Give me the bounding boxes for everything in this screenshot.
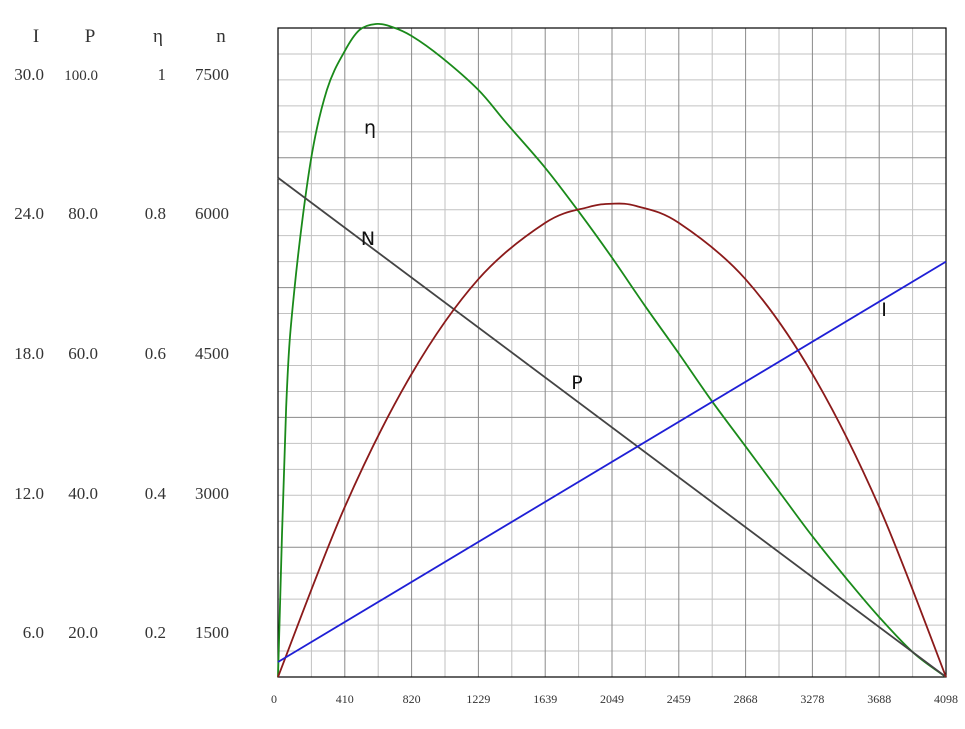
axis-tick-label: 6000 — [195, 204, 229, 223]
series-labels: η N P I — [361, 117, 887, 394]
axis-tick-label: 0.4 — [145, 484, 167, 503]
series-line-I — [277, 260, 947, 663]
axis-tick-label: 6.0 — [23, 623, 44, 642]
x-tick-label: 820 — [403, 692, 421, 706]
x-tick-label: 410 — [336, 692, 354, 706]
x-tick-label: 2868 — [734, 692, 758, 706]
series-label-P: P — [571, 372, 582, 394]
plot-frame — [277, 27, 947, 678]
axis-tick-label: 7500 — [195, 65, 229, 84]
x-tick-label: 3278 — [800, 692, 824, 706]
series-line-N — [277, 177, 947, 678]
x-tick-label: 2049 — [600, 692, 624, 706]
axis-tick-label: 30.0 — [14, 65, 44, 84]
series-label-N: N — [361, 228, 375, 250]
x-tick-label: 2459 — [667, 692, 691, 706]
series-line-P — [277, 202, 947, 678]
series-label-η: η — [364, 117, 376, 139]
axis-tick-label: 4500 — [195, 344, 229, 363]
x-tick-label: 1639 — [533, 692, 557, 706]
series-label-I: I — [881, 299, 887, 321]
axis-header-0: I — [33, 26, 39, 47]
axis-tick-label: 3000 — [195, 484, 229, 503]
axis-tick-label: 0.8 — [145, 204, 166, 223]
axis-tick-label: 60.0 — [68, 344, 98, 363]
axis-header-2: η — [153, 26, 163, 47]
x-tick-label: 1229 — [466, 692, 490, 706]
axis-tick-label: 1 — [158, 65, 167, 84]
axis-tick-label: 12.0 — [14, 484, 44, 503]
axis-tick-label: 80.0 — [68, 204, 98, 223]
x-axis-tick-labels: 0 410 820 1229 1639 2049 2459 2868 3278 3688 4098 — [271, 692, 958, 706]
x-tick-label: 3688 — [867, 692, 891, 706]
x-tick-label: 4098 — [934, 692, 958, 706]
axis-tick-label: 18.0 — [14, 344, 44, 363]
axis-tick-label: 0.6 — [145, 344, 166, 363]
axis-tick-label: 20.0 — [68, 623, 98, 642]
grid-major — [278, 28, 946, 677]
axis-header-1: P — [85, 26, 96, 47]
series-line-η — [277, 22, 947, 678]
x-tick-label: 0 — [271, 692, 277, 706]
axis-tick-label: 100.0 — [64, 68, 98, 84]
axis-tick-label: 40.0 — [68, 484, 98, 503]
axis-tick-label: 0.2 — [145, 623, 166, 642]
axis-header-3: n — [216, 26, 226, 47]
axis-tick-label: 1500 — [195, 623, 229, 642]
axis-tick-label: 24.0 — [14, 204, 44, 223]
series-layer — [277, 22, 947, 678]
